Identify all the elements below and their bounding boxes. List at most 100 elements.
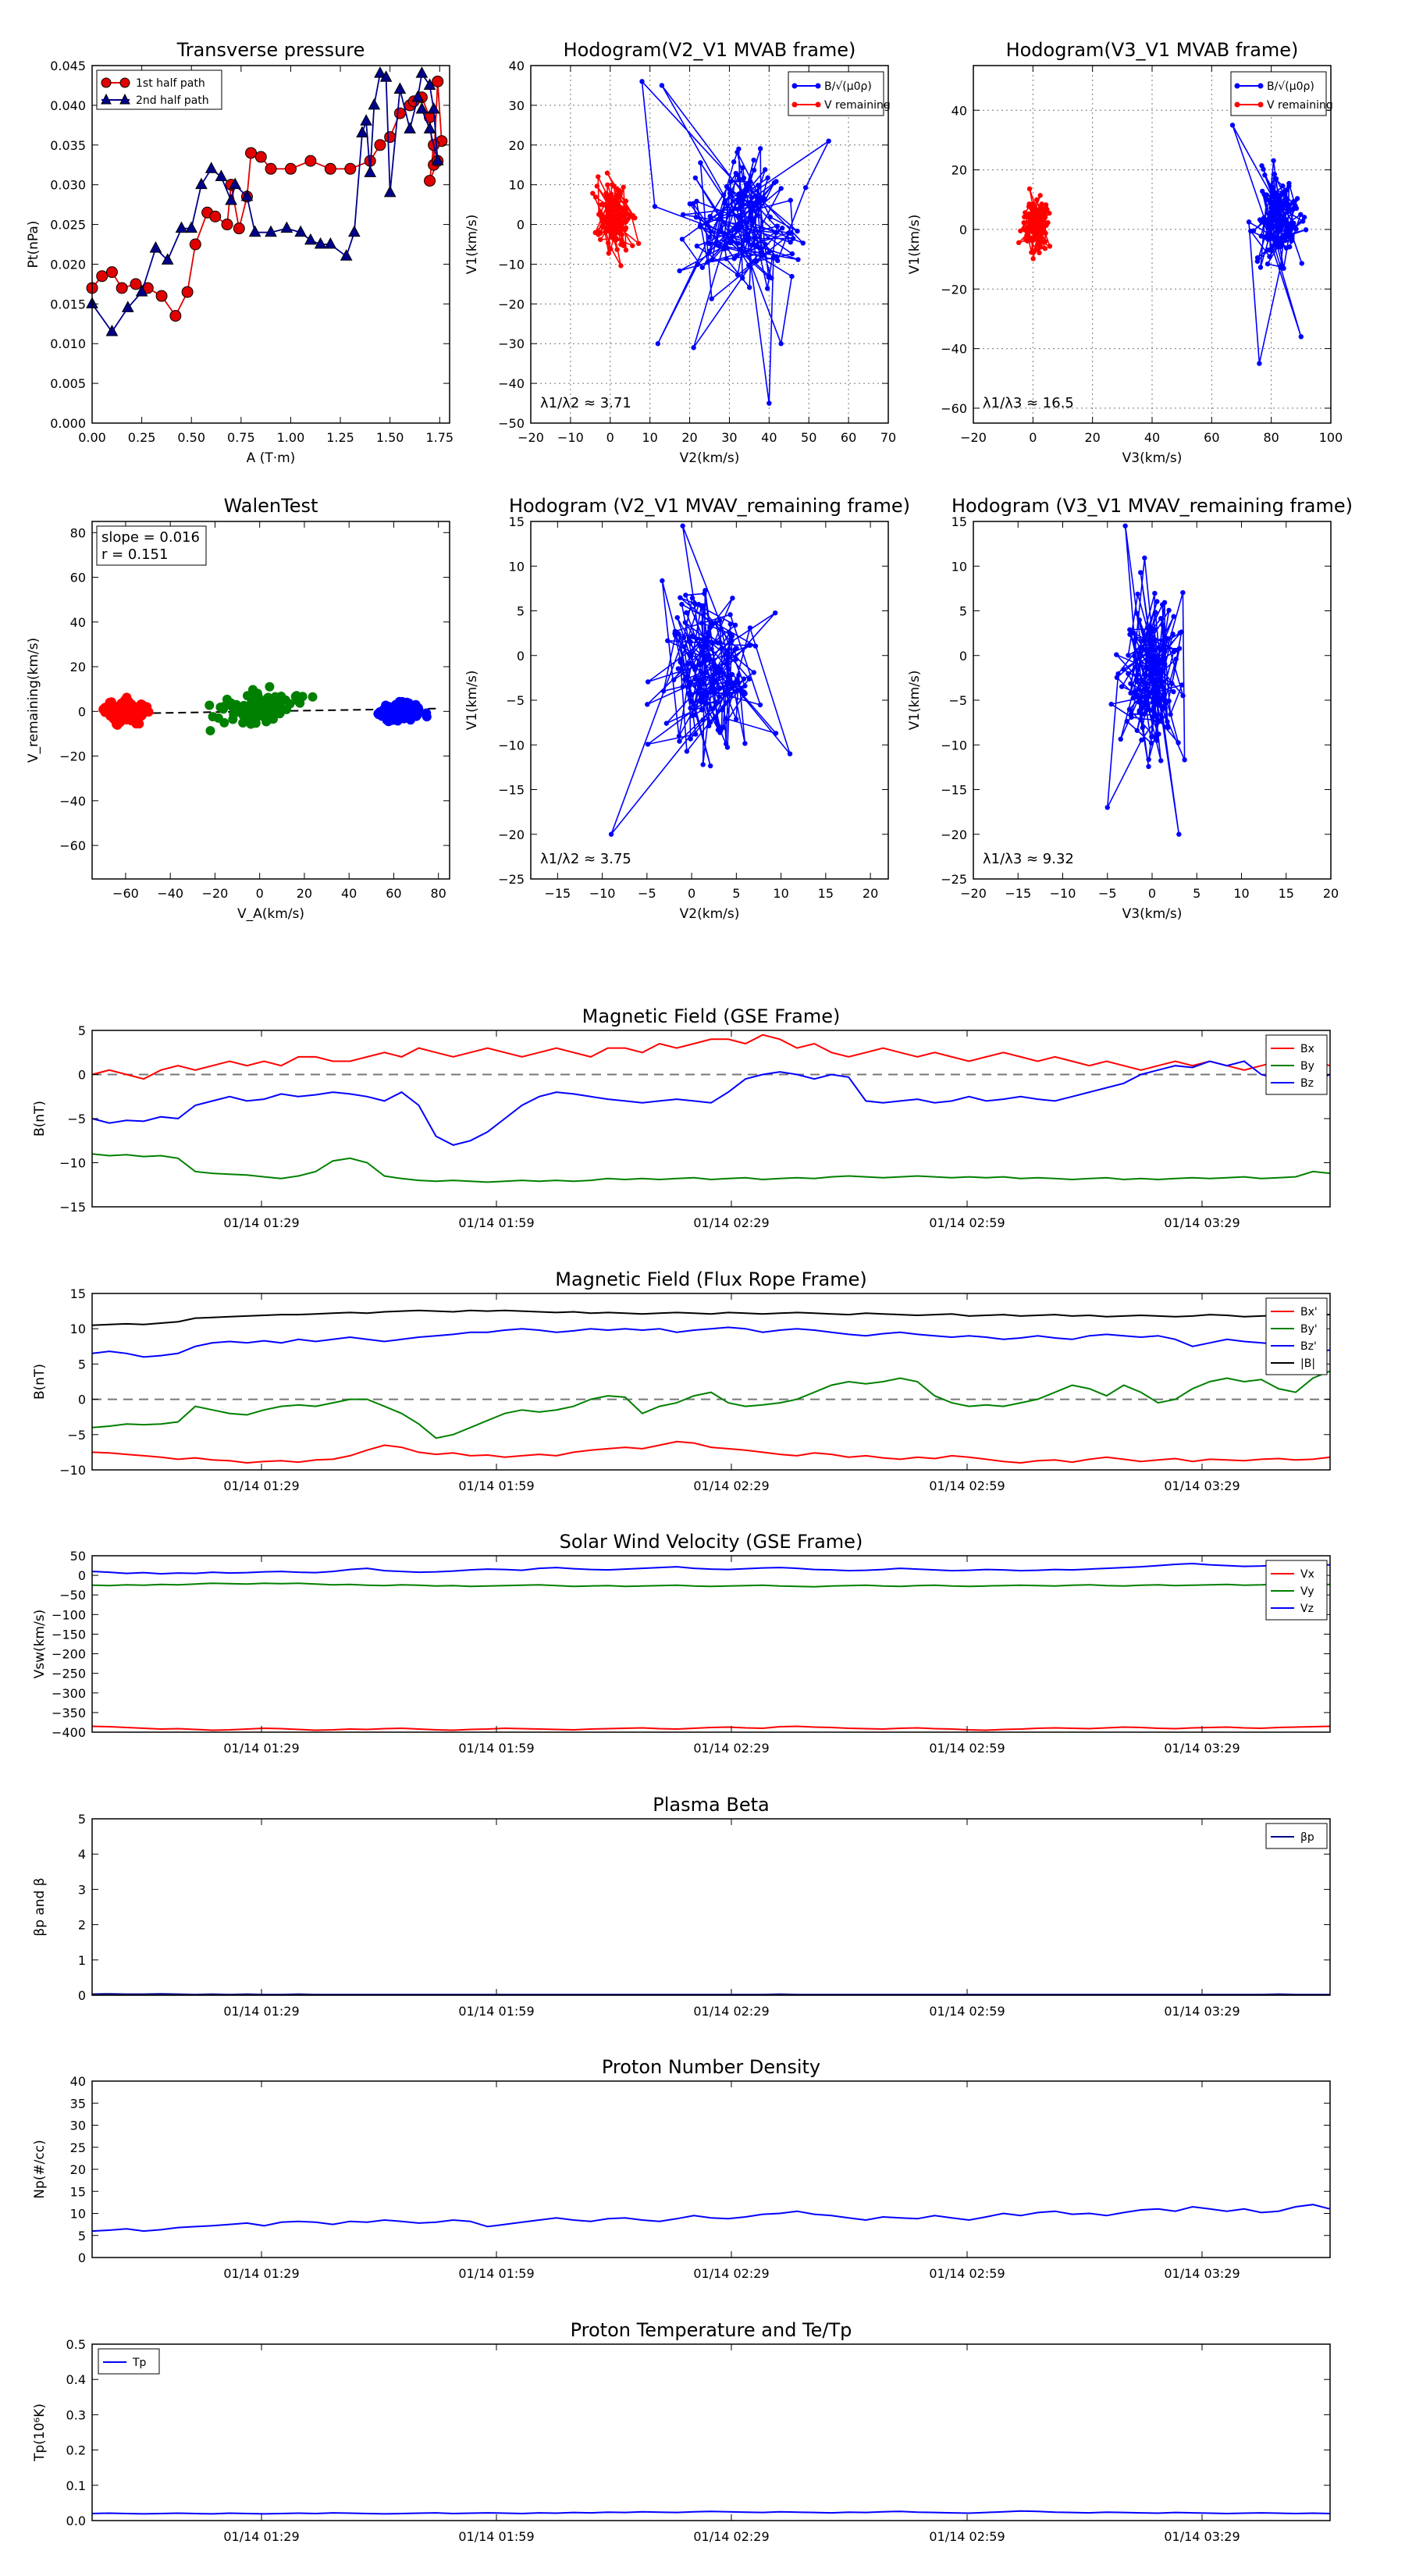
vsw-ytick-label: −300 [52, 1686, 86, 1701]
h2r-point [689, 595, 695, 601]
h2-legend-marker [815, 83, 821, 89]
h3r-point [1146, 763, 1151, 770]
np-title: Proton Number Density [602, 2056, 820, 2078]
h2-point [734, 253, 739, 259]
h3r-point [1176, 831, 1182, 837]
h3-ytick-label: −40 [941, 342, 967, 357]
h2r-point [704, 691, 710, 697]
walen-title: WalenTest [224, 495, 318, 517]
beta-xtick-label: 01/14 03:29 [1164, 2004, 1240, 2019]
h3r-point [1126, 671, 1131, 677]
bgse-series-1 [91, 1034, 1331, 1080]
h3r-title: Hodogram (V3_V1 MVAV_remaining frame) [951, 495, 1353, 517]
tpr-xtick-label: 01/14 03:29 [1164, 2529, 1240, 2544]
h2-xtick-label: 10 [642, 430, 657, 445]
h2r-xtick-label: 20 [863, 886, 878, 901]
h3r-ytick-label: 10 [951, 559, 967, 574]
h2r-ytick-label: −15 [498, 783, 525, 798]
h3r-point [1156, 719, 1161, 724]
h2-point [713, 242, 719, 247]
h3r-data-group [1104, 523, 1187, 837]
walen-point [397, 712, 407, 722]
h3r-point [1147, 707, 1154, 713]
h3-point [1254, 258, 1261, 264]
tpr-xtick-label: 01/14 02:59 [929, 2529, 1005, 2544]
h2r-point [698, 699, 704, 705]
h2-point [774, 223, 780, 229]
tp-point [185, 221, 198, 233]
tp-point [149, 241, 162, 253]
h3-xtick-label: 80 [1263, 430, 1279, 445]
h2-point [604, 194, 610, 199]
h3-point [1280, 200, 1286, 205]
tp-point [240, 189, 254, 201]
vsw-ytick-label: −100 [52, 1607, 86, 1622]
h2-point [706, 248, 713, 254]
h2-point [718, 228, 724, 233]
h2-point [789, 273, 795, 279]
h2-xlabel: V2(km/s) [680, 450, 740, 466]
h2r-point [734, 677, 740, 682]
h3r-point [1166, 607, 1172, 614]
h2r-point [687, 679, 692, 685]
h3r-point [1142, 555, 1147, 560]
h2-point [606, 201, 613, 206]
h3r-ytick-label: 5 [959, 604, 967, 619]
h3r-point [1182, 757, 1187, 763]
h2r-ytick-label: 10 [509, 559, 525, 574]
h2-point [699, 265, 705, 270]
h3r-point [1126, 706, 1133, 712]
walen-xtick-label: 40 [341, 886, 357, 901]
h3r-point [1180, 589, 1186, 596]
h2-point [709, 296, 714, 301]
h2-legend-marker [815, 101, 821, 108]
h2r-point [747, 625, 753, 631]
h3r-point [1166, 698, 1172, 704]
walen-xlabel: V_A(km/s) [237, 906, 304, 922]
h2-point [774, 179, 779, 184]
tp-point [284, 162, 297, 175]
walen-point [247, 685, 258, 695]
h3-point [1283, 197, 1289, 202]
tp-point [225, 193, 237, 205]
h2-point [611, 205, 617, 212]
vsw-xtick-label: 01/14 01:59 [458, 1741, 534, 1756]
vsw-xtick-label: 01/14 02:59 [929, 1741, 1005, 1756]
h2r-point [751, 670, 756, 675]
h3-point [1272, 176, 1278, 182]
h3r-point [1129, 714, 1134, 720]
h2r-point [686, 635, 692, 641]
walen-point [112, 708, 122, 718]
vsw-ytick-label: −200 [52, 1647, 86, 1662]
h2r-point [727, 621, 734, 627]
h3r-point [1118, 736, 1123, 742]
h3-legend-marker [1257, 83, 1264, 89]
h3r-point [1153, 665, 1159, 671]
bfr-legend-label: |B| [1300, 1357, 1315, 1370]
h3r-ytick-label: 15 [951, 514, 967, 529]
tp-point [130, 278, 142, 290]
h3r-ytick-label: 0 [959, 649, 967, 664]
h3-point [1042, 246, 1048, 251]
h2-point [795, 257, 801, 262]
tp-point [155, 290, 168, 302]
h3r-point [1153, 610, 1158, 615]
h3r-point [1136, 650, 1142, 656]
h2-point [790, 236, 796, 241]
h2r-point [703, 670, 709, 676]
h3r-point [1165, 719, 1170, 724]
tp-point [393, 82, 407, 94]
h3r-point [1133, 636, 1139, 642]
h2r-point [717, 685, 723, 691]
h3r-xtick-label: 15 [1279, 886, 1294, 901]
h3r-point [1170, 631, 1176, 637]
bfr-ytick-label: −10 [59, 1463, 86, 1478]
h2-ytick-label: 20 [509, 138, 525, 153]
h2-point [720, 192, 727, 198]
h3r-point [1153, 735, 1158, 740]
tp-legend-marker [101, 93, 112, 105]
tp-legend-marker [119, 77, 130, 88]
h3-point [1018, 228, 1023, 233]
h3r-point [1158, 660, 1164, 666]
h3-legend-marker [1257, 101, 1264, 108]
